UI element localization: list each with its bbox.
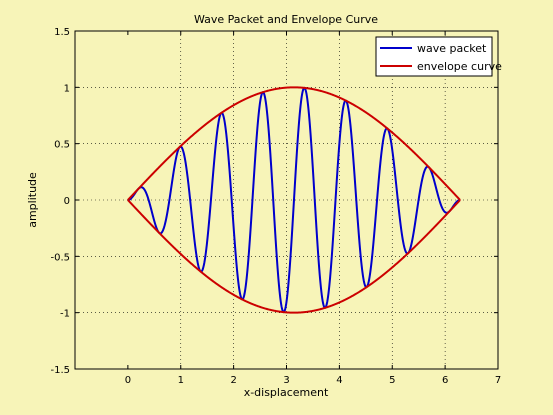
y-tick-label: 0.5 <box>54 140 70 151</box>
y-tick-label: -1.5 <box>50 365 70 376</box>
x-tick-label: 5 <box>389 375 395 386</box>
series-envelope-upper <box>127 86 461 201</box>
series-layer <box>127 86 461 314</box>
x-tick-label: 0 <box>125 375 131 386</box>
y-tick-label: -1 <box>60 309 70 320</box>
series-wave-packet <box>127 86 461 314</box>
x-tick-label: 2 <box>230 375 236 386</box>
legend-label-wave-packet: wave packet <box>417 42 487 55</box>
x-tick-label: 3 <box>283 375 289 386</box>
y-tick-label: -0.5 <box>50 252 70 263</box>
x-tick-label: 4 <box>336 375 342 386</box>
x-tick-label: 6 <box>442 375 448 386</box>
y-tick-label: 1 <box>64 83 70 94</box>
legend: wave packet envelope curve <box>375 36 502 77</box>
x-tick-label: 7 <box>495 375 501 386</box>
chart-title: Wave Packet and Envelope Curve <box>194 13 378 26</box>
plot-frame <box>74 30 499 370</box>
y-axis-label: amplitude <box>26 172 39 228</box>
legend-label-envelope-curve: envelope curve <box>417 60 502 73</box>
series-envelope-lower <box>127 199 461 314</box>
y-tick-label: 1.5 <box>54 27 70 38</box>
y-tick-label: 0 <box>64 196 70 207</box>
x-tick-label: 1 <box>178 375 184 386</box>
x-axis-label: x-displacement <box>244 386 329 399</box>
legend-box <box>375 36 493 77</box>
ticks: 0 1 2 3 4 5 6 7 -1.5 -1 -0.5 0 0.5 1 1.5 <box>50 27 501 386</box>
